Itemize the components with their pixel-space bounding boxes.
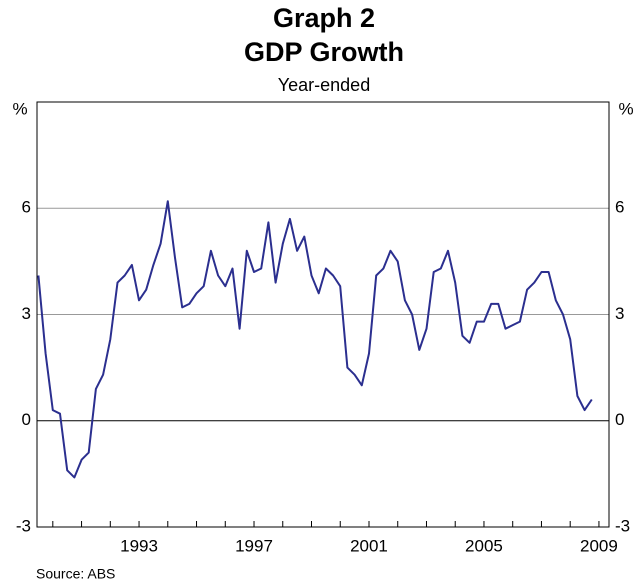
line-series bbox=[37, 200, 593, 479]
chart-subtitle: GDP Growth bbox=[244, 37, 404, 67]
x-tick-label: 2009 bbox=[580, 536, 618, 555]
x-tick-label: 2005 bbox=[465, 536, 503, 555]
y2-tick-label: 6 bbox=[615, 198, 624, 217]
x-tick-label: 2001 bbox=[350, 536, 388, 555]
x-tick-label: 1993 bbox=[120, 536, 158, 555]
x-tick-label: 1997 bbox=[235, 536, 273, 555]
y-tick-label: -3 bbox=[16, 516, 31, 535]
y2-tick-label: 3 bbox=[615, 304, 624, 323]
chart-title: Graph 2 bbox=[273, 3, 375, 33]
y2-axis-label: % bbox=[618, 99, 633, 118]
y2-tick-label: 0 bbox=[615, 410, 624, 429]
y-tick-label: 3 bbox=[22, 304, 31, 323]
plot-frame bbox=[36, 101, 610, 528]
y-axis-label: % bbox=[12, 99, 27, 118]
y-tick-label: 6 bbox=[22, 198, 31, 217]
y2-tick-label: -3 bbox=[615, 516, 630, 535]
y-tick-label: 0 bbox=[22, 410, 31, 429]
chart-note: Year-ended bbox=[278, 75, 370, 95]
source: Source: ABS bbox=[36, 566, 115, 582]
